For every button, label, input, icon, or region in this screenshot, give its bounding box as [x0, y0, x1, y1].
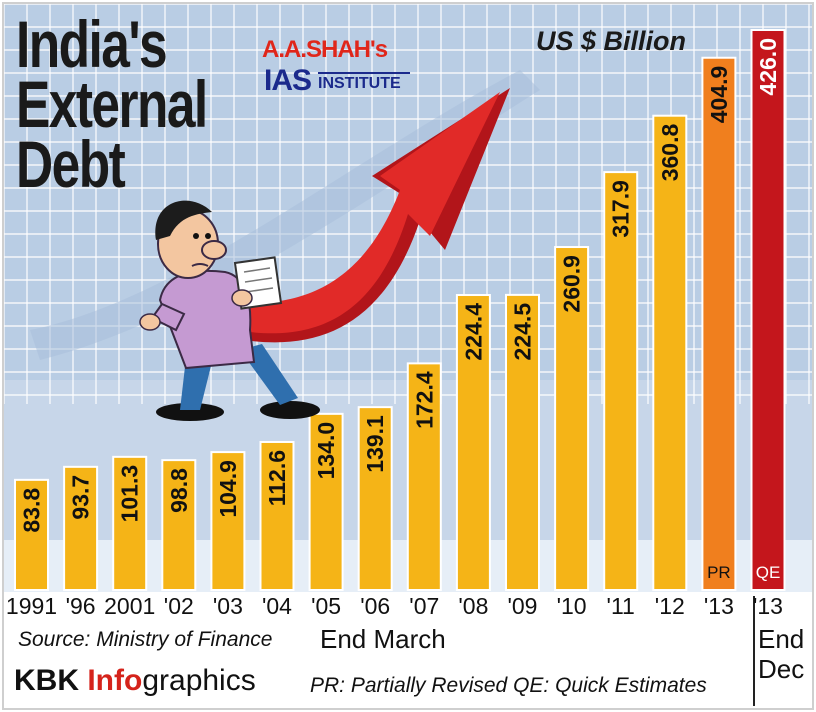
- abbreviation-legend: PR: Partially Revised QE: Quick Estimate…: [310, 674, 707, 697]
- bar: [455, 294, 491, 591]
- category-label: '09: [508, 593, 538, 619]
- category-label: '96: [66, 593, 96, 619]
- bar: [112, 455, 148, 592]
- logo-institute: INSTITUTE: [318, 72, 410, 93]
- category-label: '12: [655, 593, 685, 619]
- bar-value-label: 83.8: [19, 488, 45, 533]
- category-label: '08: [458, 593, 488, 619]
- category-label: 2001: [104, 593, 155, 619]
- category-label: '06: [360, 593, 390, 619]
- credit-graphics: graphics: [142, 664, 256, 697]
- bar: [750, 29, 786, 591]
- bar: [63, 465, 99, 591]
- bar-value-label: 98.8: [166, 468, 192, 513]
- title-line: Debt: [16, 127, 126, 201]
- title-line: India's: [16, 7, 168, 81]
- bar: [554, 246, 590, 591]
- bar: [701, 56, 737, 592]
- bar-value-label: 224.5: [510, 303, 536, 361]
- bar-series: 83.8 93.7 101.3 98.8 104.9 112.6 134.0 139.1 172…: [14, 29, 786, 592]
- bar: [259, 440, 295, 592]
- category-label: '02: [164, 593, 194, 619]
- bar-value-label: 426.0: [755, 38, 781, 96]
- bar-value-label: 139.1: [362, 415, 388, 473]
- bar-value-label: 101.3: [117, 465, 143, 523]
- bar-tag: QE: [756, 563, 781, 582]
- bar-value-label: 260.9: [559, 255, 585, 313]
- bar-value-label: 112.6: [264, 450, 290, 506]
- logo-ias: IAS: [264, 64, 312, 97]
- cartoon-man: [139, 200, 320, 421]
- logo-name: A.A.SHAH's: [262, 36, 388, 63]
- source-note: Source: Ministry of Finance: [18, 628, 273, 651]
- credit-kbk: KBK: [14, 664, 88, 697]
- bar-value-label: 360.8: [657, 124, 683, 182]
- bar-value-label: 93.7: [68, 475, 94, 520]
- institute-logo: A.A.SHAH's IAS INSTITUTE: [262, 36, 410, 97]
- background-trend-shape: [30, 70, 540, 360]
- end-dec-label-1: End: [758, 624, 805, 654]
- category-label: 1991: [6, 593, 57, 619]
- units-label: US $ Billion: [536, 26, 687, 56]
- bar-value-label: 224.4: [460, 303, 486, 361]
- category-labels: 1991 '96 2001 '02 '03 '04 '05 '06 '07 '08 '09 '10 '1…: [6, 593, 783, 619]
- end-dec-label-2: Dec: [758, 654, 805, 684]
- bar: [161, 459, 197, 591]
- category-label: '03: [213, 593, 243, 619]
- bar-value-label: 404.9: [706, 66, 732, 124]
- bar: [308, 412, 344, 591]
- chart-title: India's External Debt: [16, 7, 273, 201]
- bar: [14, 478, 49, 591]
- category-label: '04: [262, 593, 292, 619]
- bar: [210, 451, 246, 591]
- bar-tag: PR: [707, 563, 731, 582]
- bar-value-label: 317.9: [608, 180, 634, 238]
- bar-value-label: 104.9: [215, 460, 241, 518]
- bar: [652, 114, 688, 591]
- category-label: '13: [704, 593, 734, 619]
- category-label: '05: [311, 593, 341, 619]
- bar: [505, 293, 540, 591]
- credit-info: Info: [87, 664, 143, 697]
- rising-arrow: [200, 88, 510, 343]
- category-label: '13: [753, 593, 783, 619]
- title-line: External: [16, 67, 208, 141]
- credit-logo: KBK Infographics: [14, 664, 256, 698]
- category-label: '11: [607, 593, 635, 619]
- bar-value-label: 172.4: [411, 371, 437, 429]
- bar: [406, 362, 442, 591]
- bar-value-label: 134.0: [313, 422, 339, 480]
- end-march-label: End March: [320, 624, 446, 654]
- category-label: '10: [557, 593, 587, 619]
- category-label: '07: [409, 593, 439, 619]
- bar: [357, 406, 393, 591]
- bar: [603, 171, 639, 592]
